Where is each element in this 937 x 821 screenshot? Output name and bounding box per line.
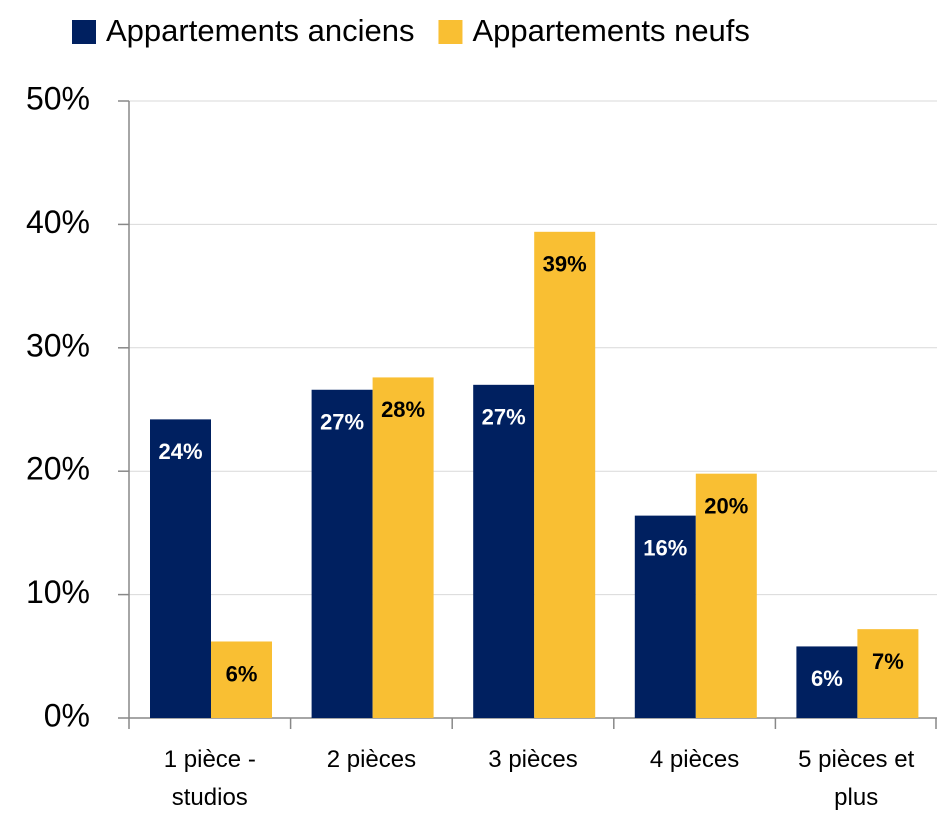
bar xyxy=(372,377,434,718)
y-tick-label: 40% xyxy=(26,204,90,240)
bar xyxy=(211,641,272,718)
x-tick-label: 3 pièces xyxy=(488,746,577,773)
data-label: 27% xyxy=(320,410,364,435)
bar xyxy=(311,389,373,718)
data-label: 24% xyxy=(158,439,202,464)
legend-label: Appartements anciens xyxy=(106,13,414,48)
bar xyxy=(473,384,535,718)
data-label: 20% xyxy=(704,493,748,518)
legend-swatch xyxy=(72,20,96,44)
bar xyxy=(634,515,696,718)
bar xyxy=(534,231,596,718)
data-label: 28% xyxy=(381,397,425,422)
legend-swatch xyxy=(438,20,463,44)
x-tick-label: 2 pièces xyxy=(327,746,416,773)
bar xyxy=(695,473,757,718)
x-tick-label: 1 pièce -studios xyxy=(164,746,256,811)
data-label: 16% xyxy=(643,535,687,560)
y-tick-label: 10% xyxy=(26,574,90,610)
data-label: 6% xyxy=(811,666,843,691)
y-tick-label: 50% xyxy=(26,80,90,116)
bar xyxy=(150,419,211,718)
y-tick-label: 20% xyxy=(26,451,90,487)
y-tick-label: 30% xyxy=(26,327,90,363)
data-label: 6% xyxy=(226,661,258,686)
data-label: 39% xyxy=(543,252,587,277)
bar xyxy=(796,646,858,718)
legend-label: Appartements neufs xyxy=(472,13,749,48)
x-tick-label: 4 pièces xyxy=(650,746,739,773)
bar xyxy=(857,629,919,718)
data-label: 7% xyxy=(872,649,904,674)
data-label: 27% xyxy=(482,405,526,430)
y-tick-label: 0% xyxy=(44,697,90,733)
x-tick-label: 5 pièces et plus xyxy=(798,746,914,811)
